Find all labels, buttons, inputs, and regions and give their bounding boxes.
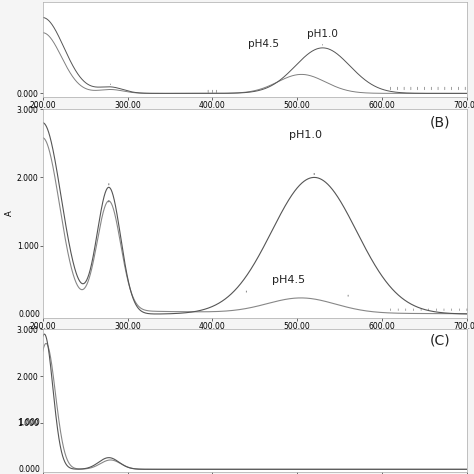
Y-axis label: A: A	[5, 210, 14, 216]
Text: 1.000: 1.000	[18, 418, 40, 427]
Text: pH1.0: pH1.0	[307, 29, 338, 39]
Text: (C): (C)	[429, 334, 450, 348]
Text: 0.000: 0.000	[18, 310, 40, 319]
Text: pH4.5: pH4.5	[272, 275, 305, 285]
X-axis label: nm: nm	[248, 332, 262, 341]
Text: pH4.5: pH4.5	[248, 39, 279, 49]
Text: pH1.0: pH1.0	[289, 130, 322, 140]
Text: (B): (B)	[429, 115, 450, 129]
Text: 0.000: 0.000	[18, 465, 40, 474]
X-axis label: nm: nm	[248, 112, 262, 121]
